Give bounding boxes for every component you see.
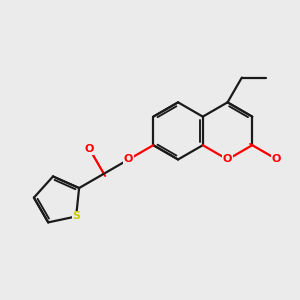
Text: O: O <box>85 144 94 154</box>
Text: O: O <box>271 154 280 164</box>
Text: O: O <box>124 154 133 164</box>
Text: O: O <box>223 154 232 164</box>
Text: S: S <box>72 212 80 221</box>
